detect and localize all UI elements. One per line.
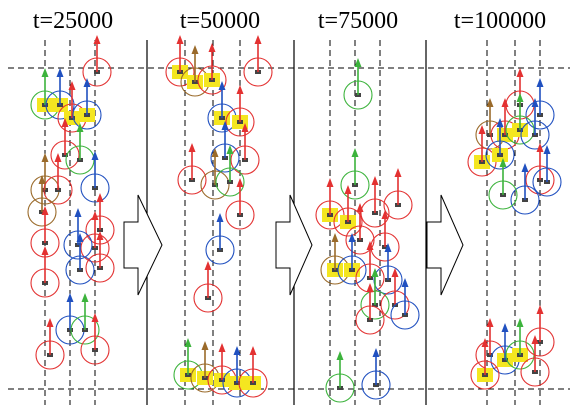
arrow-head bbox=[352, 148, 359, 157]
arrow-head bbox=[97, 231, 104, 240]
arrow-head bbox=[75, 208, 82, 217]
arrow-head bbox=[532, 335, 539, 344]
step-arrow bbox=[124, 195, 162, 295]
arrow-head bbox=[537, 143, 544, 152]
arrow-head bbox=[537, 305, 544, 314]
arrow-head bbox=[487, 98, 494, 107]
arrow-head bbox=[255, 35, 262, 44]
figure: t=25000 t=50000 t=75000 t=100000 bbox=[0, 0, 570, 405]
step-arrow bbox=[427, 195, 463, 295]
arrow-head bbox=[522, 163, 529, 172]
arrow-head bbox=[42, 246, 49, 255]
arrow-head bbox=[67, 293, 74, 302]
arrow-head bbox=[202, 341, 209, 350]
arrow-head bbox=[327, 178, 334, 187]
arrow-head bbox=[502, 323, 509, 332]
arrow-head bbox=[92, 211, 99, 220]
arrow-head bbox=[237, 178, 244, 187]
arrow-head bbox=[219, 343, 226, 352]
arrow-head bbox=[42, 68, 49, 77]
arrow-head bbox=[373, 348, 380, 357]
arrow-head bbox=[237, 85, 244, 94]
arrow-head bbox=[367, 283, 374, 292]
arrow-head bbox=[497, 118, 504, 127]
arrow-head bbox=[177, 35, 184, 44]
arrow-head bbox=[517, 68, 524, 77]
arrow-head bbox=[487, 318, 494, 327]
arrow-head bbox=[234, 346, 241, 355]
panel-title: t=25000 bbox=[33, 8, 113, 34]
arrow-head bbox=[94, 35, 101, 44]
arrow-head bbox=[372, 176, 379, 185]
arrow-head bbox=[345, 185, 352, 194]
arrow-head bbox=[97, 193, 104, 202]
arrow-head bbox=[192, 45, 199, 54]
arrow-head bbox=[82, 293, 89, 302]
panel-title: t=100000 bbox=[454, 8, 546, 34]
arrow-head bbox=[517, 93, 524, 102]
arrow-head bbox=[42, 153, 49, 162]
arrow-head bbox=[92, 313, 99, 322]
arrow-head bbox=[92, 151, 99, 160]
arrow-head bbox=[217, 213, 224, 222]
arrow-head bbox=[372, 268, 379, 277]
arrow-head bbox=[395, 168, 402, 177]
arrow-head bbox=[355, 58, 362, 67]
arrow-head bbox=[47, 318, 54, 327]
arrow-head bbox=[189, 143, 196, 152]
arrow-head bbox=[209, 43, 216, 52]
arrow-head bbox=[205, 261, 212, 270]
arrow-head bbox=[544, 145, 551, 154]
arrow-head bbox=[402, 278, 409, 287]
arrow-head bbox=[517, 318, 524, 327]
arrow-head bbox=[537, 78, 544, 87]
arrow-head bbox=[337, 351, 344, 360]
arrow-head bbox=[250, 346, 257, 355]
panel-title: t=50000 bbox=[180, 8, 260, 34]
step-arrow bbox=[276, 195, 312, 295]
arrow-head bbox=[185, 338, 192, 347]
arrow-head bbox=[55, 153, 62, 162]
arrow-head bbox=[57, 68, 64, 77]
panel-title: t=75000 bbox=[318, 8, 398, 34]
arrow-head bbox=[332, 233, 339, 242]
